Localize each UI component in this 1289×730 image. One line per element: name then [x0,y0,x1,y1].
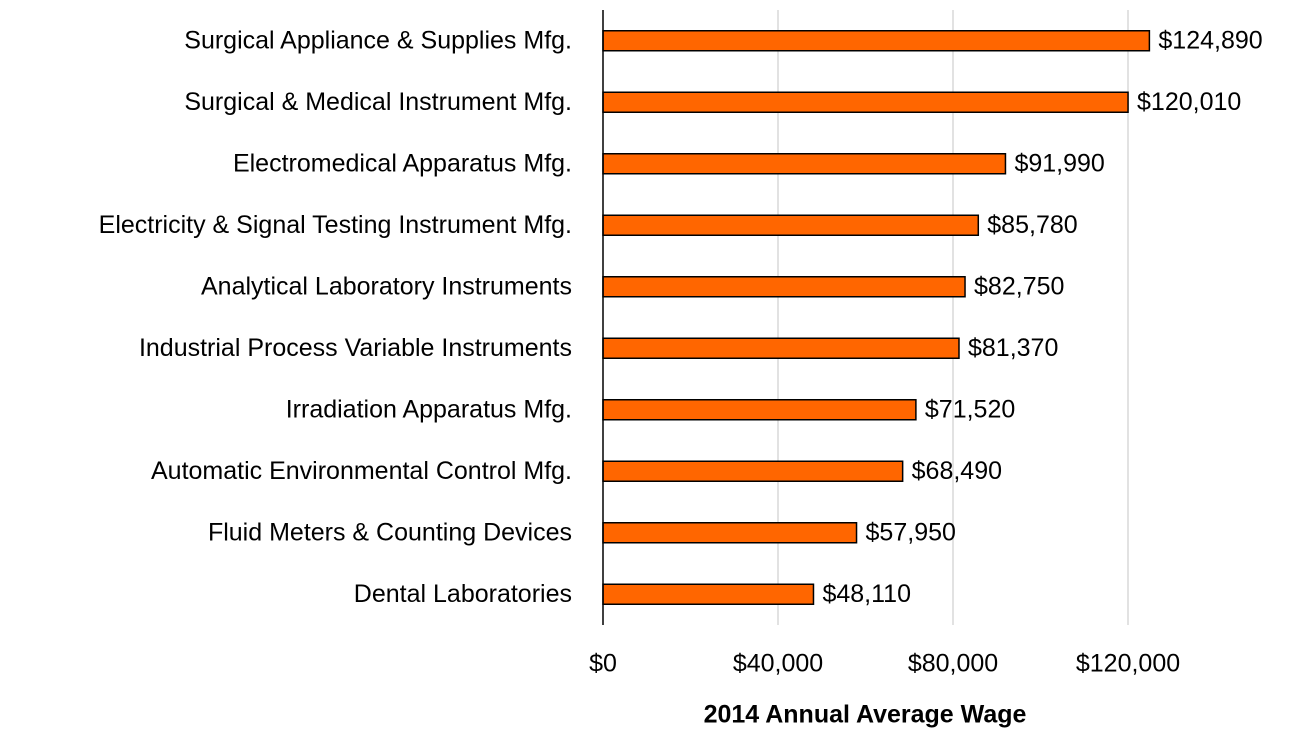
bar [602,276,966,298]
bar [602,214,980,236]
x-tick-label: $120,000 [1076,650,1180,678]
x-tick-label: $40,000 [733,650,823,678]
data-label: $71,520 [925,395,1015,423]
bar [602,460,904,482]
bar [602,153,1007,175]
y-tick-label: Dental Laboratories [354,580,572,608]
y-tick-label: Analytical Laboratory Instruments [201,272,572,300]
data-label: $68,490 [912,457,1002,485]
y-tick-label: Fluid Meters & Counting Devices [208,518,572,546]
bar [602,337,960,359]
y-tick-label: Electromedical Apparatus Mfg. [233,149,572,177]
bar [602,583,815,605]
data-label: $57,950 [866,518,956,546]
bar [602,522,858,544]
data-label: $85,780 [987,211,1077,239]
x-tick-label: $0 [589,650,617,678]
data-label: $82,750 [974,272,1064,300]
data-label: $81,370 [968,334,1058,362]
data-label: $91,990 [1014,149,1104,177]
bar [602,30,1151,52]
bar [602,91,1129,113]
y-tick-label: Automatic Environmental Control Mfg. [151,457,572,485]
x-tick-label: $80,000 [908,650,998,678]
data-label: $120,010 [1137,88,1241,116]
y-tick-label: Industrial Process Variable Instruments [139,334,572,362]
y-tick-label: Irradiation Apparatus Mfg. [286,395,572,423]
y-tick-label: Surgical Appliance & Supplies Mfg. [184,26,572,54]
data-label: $48,110 [822,580,911,608]
data-label: $124,890 [1158,26,1262,54]
y-tick-label: Electricity & Signal Testing Instrument … [99,211,572,239]
y-tick-label: Surgical & Medical Instrument Mfg. [184,88,572,116]
bar [602,399,917,421]
x-axis-title: 2014 Annual Average Wage [704,701,1027,729]
